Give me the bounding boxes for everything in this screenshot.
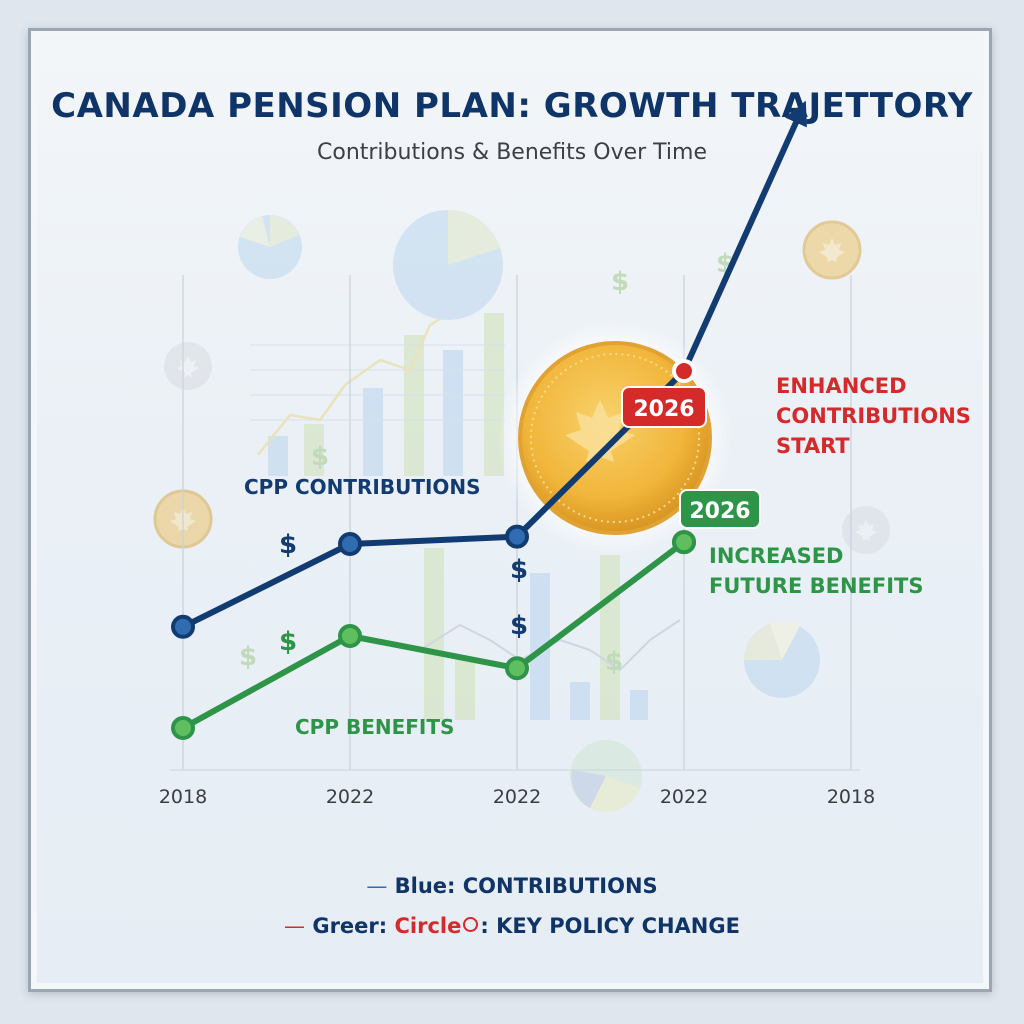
decor-bar <box>530 573 550 720</box>
decor-bar <box>455 660 475 720</box>
data-point <box>505 524 529 549</box>
decor-bar <box>268 436 288 476</box>
x-tick-label: 2022 <box>326 786 374 808</box>
decor-bar <box>404 335 424 476</box>
svg-text:$: $ <box>510 555 528 585</box>
series-layer <box>171 100 807 740</box>
svg-text:$: $ <box>279 627 297 657</box>
annotation-line-2: FUTURE BENEFITS <box>709 574 923 598</box>
annotation-contributions: 2026 ENHANCED CONTRIBUTIONS START <box>621 374 971 458</box>
svg-text:$: $ <box>611 267 629 297</box>
background-decorations: $ $ $ $ $ <box>153 210 890 812</box>
annotation-line-1: ENHANCED <box>776 374 907 398</box>
legend-text-greer: Greer: <box>312 914 388 938</box>
trend-arrow <box>681 100 807 375</box>
pie-chart-icon <box>744 621 820 698</box>
data-point <box>338 532 362 556</box>
data-point <box>171 614 195 639</box>
circle-icon <box>463 917 479 932</box>
x-axis-ticks: 2018 2022 2022 2022 2018 <box>159 786 875 808</box>
series-line <box>180 368 687 630</box>
annotation-benefits: 2026 INCREASED FUTURE BENEFITS <box>679 489 923 598</box>
pie-chart-icon <box>393 210 503 320</box>
legend-text-circle: Circle <box>394 914 462 938</box>
legend-text-contributions: Blue: CONTRIBUTIONS <box>394 874 658 898</box>
legend-item-contributions: — Blue: CONTRIBUTIONS <box>0 870 1024 910</box>
svg-text:$: $ <box>279 530 297 560</box>
pie-chart-icon <box>570 740 642 812</box>
decor-trend-line <box>419 619 681 672</box>
decor-bar <box>630 690 648 720</box>
series-line <box>180 539 687 731</box>
policy-change-point <box>672 359 696 384</box>
decor-bar <box>304 424 324 476</box>
decor-bar <box>424 548 444 720</box>
dollar-sign-icon: $ $ $ $ $ <box>239 249 734 677</box>
decor-bar <box>600 555 620 720</box>
series-label-benefits: CPP BENEFITS <box>295 715 454 739</box>
legend-item-policy: — Greer: Circle : KEY POLICY CHANGE <box>0 910 1024 950</box>
data-point <box>338 624 362 648</box>
svg-text:$: $ <box>239 642 257 672</box>
badge-2026-red <box>621 386 707 428</box>
svg-text:$: $ <box>605 647 623 677</box>
maple-leaf-coin-icon <box>842 506 890 554</box>
legend-dash-red: — <box>284 914 306 938</box>
decor-bar <box>363 388 383 476</box>
decor-bar <box>443 350 463 476</box>
x-tick-label: 2018 <box>827 786 875 808</box>
data-point <box>171 716 195 740</box>
x-tick-label: 2018 <box>159 786 207 808</box>
pie-chart-icon <box>238 215 302 279</box>
annotation-line-2: CONTRIBUTIONS <box>776 404 971 428</box>
x-tick-label: 2022 <box>660 786 708 808</box>
chart-title: CANADA PENSION PLAN: GROWTH TRAJETTORY <box>51 86 973 126</box>
annotation-line-1: INCREASED <box>709 544 843 568</box>
annotation-line-3: START <box>776 434 850 458</box>
svg-text:$: $ <box>311 442 329 472</box>
data-point <box>505 656 529 681</box>
badge-2026-red-text: 2026 <box>633 397 694 422</box>
svg-text:$: $ <box>510 611 528 641</box>
series-label-contributions: CPP CONTRIBUTIONS <box>244 475 481 499</box>
x-tick-label: 2022 <box>493 786 541 808</box>
legend-text-policy: : KEY POLICY CHANGE <box>480 914 740 938</box>
policy-change-point <box>672 530 696 555</box>
legend-dash-blue: — <box>366 874 388 898</box>
chart-subtitle: Contributions & Benefits Over Time <box>317 140 707 165</box>
legend: — Blue: CONTRIBUTIONS — Greer: Circle : K… <box>0 870 1024 950</box>
badge-2026-green-text: 2026 <box>689 499 750 524</box>
decor-bar <box>570 682 590 720</box>
maple-leaf-coin-icon <box>802 220 862 280</box>
dollar-sign-icon: $ $ $ $ <box>279 530 528 657</box>
badge-2026-green <box>679 489 761 529</box>
maple-leaf-coin-icon <box>164 342 212 390</box>
